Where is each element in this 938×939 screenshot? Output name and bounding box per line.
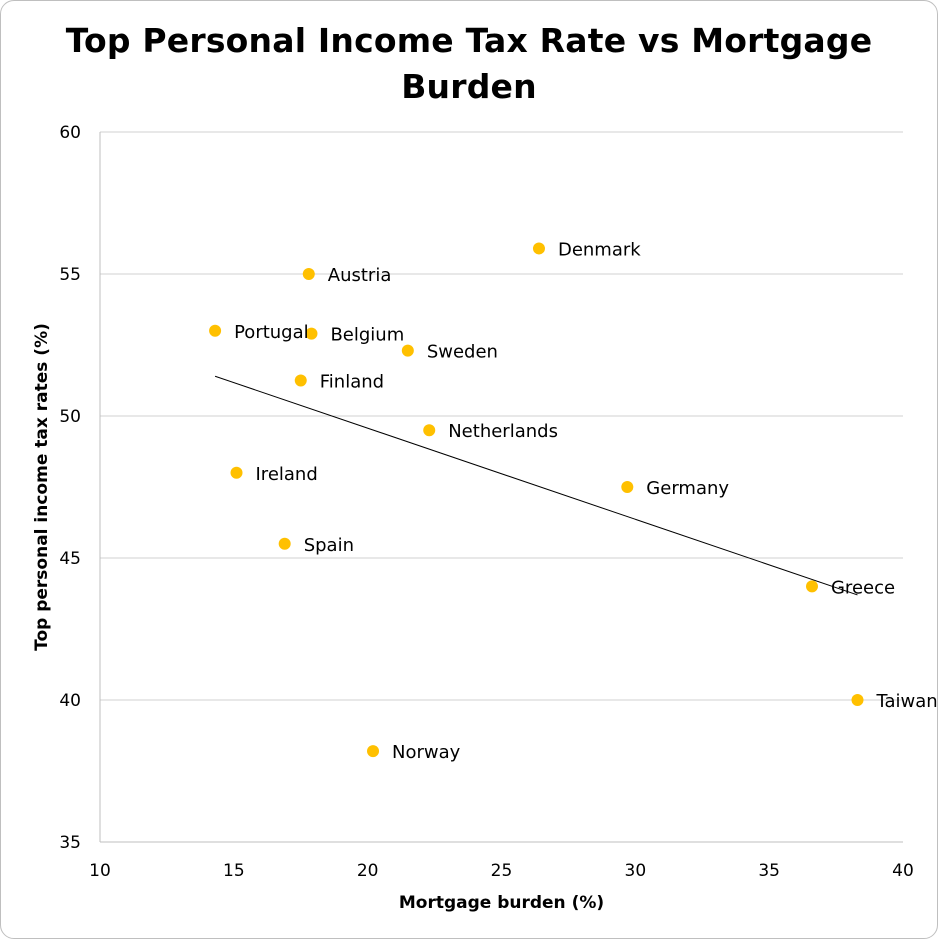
y-tick-label: 55 bbox=[59, 265, 81, 285]
data-point bbox=[305, 327, 318, 340]
x-tick-label: 35 bbox=[758, 861, 780, 881]
chart-title: Top Personal Income Tax Rate vs Mortgage… bbox=[0, 18, 938, 110]
chart-title-line-2: Burden bbox=[401, 67, 537, 106]
gridlines bbox=[100, 131, 903, 843]
x-tick-label: 10 bbox=[89, 861, 111, 881]
data-label: Sweden bbox=[427, 342, 498, 363]
x-axis-ticks: 10 15 20 25 30 35 40 bbox=[89, 861, 914, 881]
y-axis-ticks: 35 40 45 50 55 60 bbox=[59, 123, 81, 853]
y-tick-label: 60 bbox=[59, 123, 81, 143]
trendline bbox=[214, 375, 858, 596]
data-point bbox=[278, 537, 291, 550]
x-tick-label: 25 bbox=[491, 861, 513, 881]
data-point bbox=[401, 344, 414, 357]
data-points bbox=[209, 242, 864, 758]
data-label: Ireland bbox=[256, 464, 318, 485]
data-point bbox=[805, 580, 818, 593]
data-label: Germany bbox=[646, 478, 729, 499]
x-tick-label: 15 bbox=[223, 861, 245, 881]
data-point bbox=[367, 745, 380, 758]
data-point bbox=[294, 374, 307, 387]
data-label: Spain bbox=[304, 535, 354, 556]
data-label: Finland bbox=[320, 372, 384, 393]
data-point bbox=[621, 481, 634, 493]
trendline-group bbox=[214, 375, 858, 596]
data-label: Taiwan bbox=[875, 691, 937, 712]
data-point bbox=[302, 268, 315, 280]
data-label: Netherlands bbox=[448, 421, 558, 442]
x-tick-label: 20 bbox=[357, 861, 379, 881]
data-label: Belgium bbox=[330, 325, 404, 346]
x-tick-label: 40 bbox=[892, 861, 914, 881]
data-label: Austria bbox=[328, 265, 392, 286]
y-tick-label: 45 bbox=[59, 549, 81, 569]
y-tick-label: 50 bbox=[59, 407, 81, 427]
data-point bbox=[532, 242, 545, 255]
data-point bbox=[209, 324, 222, 337]
data-label: Portugal bbox=[234, 322, 309, 343]
data-label: Norway bbox=[392, 742, 461, 763]
data-point bbox=[851, 694, 864, 706]
chart-title-line-1: Top Personal Income Tax Rate vs Mortgage bbox=[65, 21, 873, 60]
plot-area bbox=[99, 132, 903, 843]
y-tick-label: 40 bbox=[59, 691, 81, 711]
data-label: Denmark bbox=[558, 239, 641, 260]
y-axis-label: Top personal income tax rates (%) bbox=[32, 323, 52, 651]
x-tick-label: 30 bbox=[625, 861, 647, 881]
data-point bbox=[230, 466, 243, 479]
data-labels: Denmark Austria Portugal Belgium Sweden Finla… bbox=[234, 239, 938, 763]
data-point bbox=[423, 424, 436, 437]
data-label: Greece bbox=[831, 577, 895, 598]
x-axis-label: Mortgage burden (%) bbox=[399, 893, 604, 913]
y-tick-label: 35 bbox=[59, 833, 81, 853]
